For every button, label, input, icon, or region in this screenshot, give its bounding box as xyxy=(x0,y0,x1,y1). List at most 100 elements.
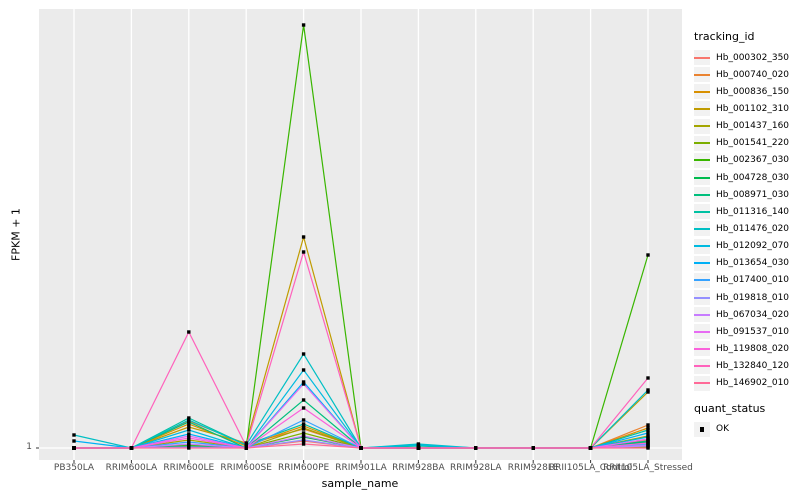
legend-key-swatch xyxy=(694,152,710,168)
legend-line-icon xyxy=(694,262,710,265)
legend-line-icon xyxy=(694,176,710,179)
data-point xyxy=(474,446,478,450)
legend-line-icon xyxy=(694,210,710,213)
legend-item-ok: OK xyxy=(694,421,800,438)
legend-line-icon xyxy=(694,330,710,333)
data-point xyxy=(301,418,306,422)
data-point xyxy=(646,444,650,448)
legend-key-swatch xyxy=(694,290,710,306)
legend-item: Hb_001437_160 xyxy=(694,118,800,135)
legend-item-label: Hb_012092_070 xyxy=(716,241,790,252)
x-tick-label: RRII105LA_Control xyxy=(548,463,633,473)
legend-title-quant-status: quant_status xyxy=(694,401,766,415)
legend-item: Hb_012092_070 xyxy=(694,238,800,255)
legend-key-swatch xyxy=(694,67,710,83)
data-point xyxy=(359,446,363,450)
data-point xyxy=(588,446,593,450)
legend-line-icon xyxy=(694,347,710,350)
legend-item: Hb_017400_010 xyxy=(694,272,800,289)
data-point xyxy=(416,446,421,450)
legend-item: Hb_004728_030 xyxy=(694,169,800,186)
data-point xyxy=(646,431,650,435)
data-point xyxy=(187,425,191,429)
data-point xyxy=(301,368,306,372)
data-point xyxy=(301,23,306,27)
legend-line-icon xyxy=(694,142,710,145)
legend-key-swatch xyxy=(694,272,710,288)
data-point xyxy=(187,428,191,432)
legend-item-label: Hb_000302_350 xyxy=(716,52,790,63)
legend-item: Hb_000740_020 xyxy=(694,66,800,83)
legend-item: Hb_002367_030 xyxy=(694,152,800,169)
data-point xyxy=(416,443,421,447)
legend-item-label: Hb_067034_020 xyxy=(716,309,790,320)
legend-item-list: Hb_000302_350 Hb_000740_020 Hb_000836_150 H… xyxy=(694,49,800,392)
data-point xyxy=(301,422,306,426)
legend-item: Hb_019818_010 xyxy=(694,289,800,306)
legend-key-swatch xyxy=(694,238,710,254)
legend-key-swatch xyxy=(694,341,710,357)
data-point xyxy=(187,434,191,438)
legend-key-swatch xyxy=(694,135,710,151)
y-tick-label: 1 xyxy=(26,442,32,452)
legend-line-icon xyxy=(694,125,710,128)
legend-key-swatch xyxy=(694,221,710,237)
data-point xyxy=(244,444,248,448)
legend-line-icon xyxy=(694,365,710,368)
x-tick-label: RRIM600LA xyxy=(105,463,158,473)
y-axis-title: FPKM + 1 xyxy=(9,208,23,261)
legend-item-label: Hb_000740_020 xyxy=(716,69,790,80)
square-point-icon xyxy=(699,427,704,432)
data-point xyxy=(646,253,650,257)
data-point xyxy=(301,398,306,402)
legend-item: Hb_132840_120 xyxy=(694,358,800,375)
legend-item-label: Hb_001102_310 xyxy=(716,103,790,114)
data-point xyxy=(646,423,650,427)
data-point xyxy=(244,441,248,445)
data-point xyxy=(244,446,248,450)
legend-item: Hb_001541_220 xyxy=(694,135,800,152)
data-point xyxy=(187,432,191,436)
data-point xyxy=(646,388,650,392)
legend-line-icon xyxy=(694,296,710,299)
legend-item: Hb_146902_010 xyxy=(694,375,800,392)
x-tick-label: RRIM600PE xyxy=(277,463,330,473)
x-tick-label: RRIM928BA xyxy=(392,463,445,473)
data-point xyxy=(301,406,306,410)
data-point xyxy=(301,442,306,446)
legend-line-icon xyxy=(694,56,710,59)
data-point xyxy=(646,439,650,443)
data-point xyxy=(301,235,306,239)
legend-item-label: Hb_119808_020 xyxy=(716,343,790,354)
legend-item-label: Hb_132840_120 xyxy=(716,361,790,372)
legend-key-swatch xyxy=(694,375,710,391)
x-tick-label: RRIM928LE xyxy=(507,463,559,473)
legend-item-label: Hb_001437_160 xyxy=(716,121,790,132)
data-point xyxy=(187,420,191,424)
x-tick-label: RRII105LA_Stressed xyxy=(603,463,693,473)
legend-key-swatch xyxy=(694,118,710,134)
legend-line-icon xyxy=(694,90,710,93)
data-point xyxy=(646,428,650,432)
data-point xyxy=(301,434,306,438)
data-point xyxy=(187,438,191,442)
data-point xyxy=(646,446,650,450)
data-point xyxy=(72,439,76,443)
legend-item: Hb_119808_020 xyxy=(694,340,800,357)
data-point xyxy=(646,390,650,394)
legend-item-label: Hb_001541_220 xyxy=(716,138,790,149)
legend-item-label: Hb_013654_030 xyxy=(716,258,790,269)
legend-item-label: OK xyxy=(716,424,729,435)
data-point xyxy=(646,376,650,380)
data-point xyxy=(187,418,191,422)
legend-item-label: Hb_000836_150 xyxy=(716,86,790,97)
data-point xyxy=(301,431,306,435)
legend-item-label: Hb_008971_030 xyxy=(716,189,790,200)
legend-item: Hb_013654_030 xyxy=(694,255,800,272)
legend-item-label: Hb_091537_010 xyxy=(716,326,790,337)
data-point xyxy=(187,440,191,444)
data-point xyxy=(72,433,76,437)
legend-line-icon xyxy=(694,313,710,316)
legend-item-label: Hb_011476_020 xyxy=(716,223,790,234)
